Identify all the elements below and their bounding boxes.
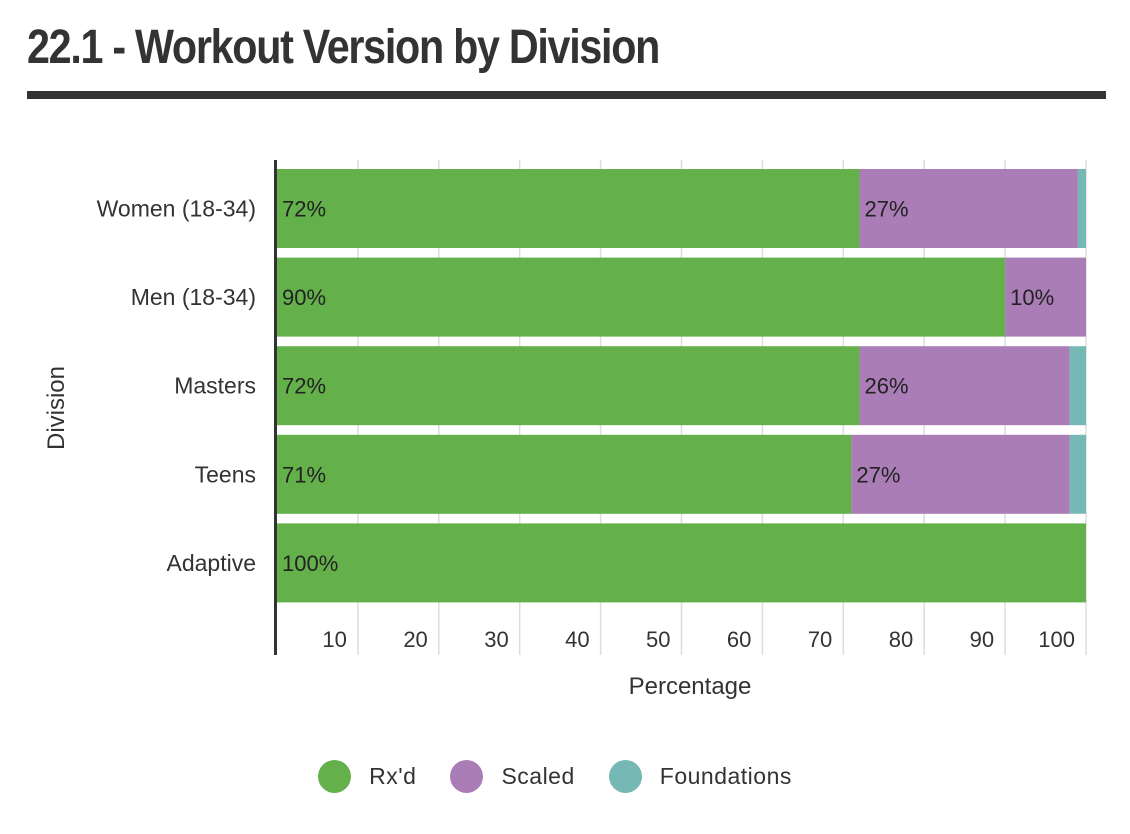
bar-segment — [851, 434, 1070, 514]
x-tick-label: 80 — [889, 627, 913, 652]
bar-segment — [277, 434, 852, 514]
data-label: 72% — [282, 197, 326, 222]
bar-segment — [1005, 257, 1086, 337]
bar-segment — [277, 169, 860, 248]
legend-swatch — [450, 760, 484, 793]
data-label: 10% — [1010, 285, 1054, 310]
y-axis-label: Division — [43, 366, 70, 450]
bar-segment — [277, 257, 1006, 337]
bar-segment — [1077, 169, 1086, 248]
data-label: 90% — [282, 285, 326, 310]
chart-title: 22.1 - Workout Version by Division — [27, 21, 660, 74]
data-label: 26% — [864, 374, 908, 399]
legend-label: Foundations — [659, 763, 792, 789]
x-tick-label: 30 — [484, 627, 508, 652]
legend: Rx'd Scaled Foundations — [0, 760, 1110, 793]
x-tick-label: 100 — [1038, 627, 1075, 652]
axes: 10 20 30 40 50 60 70 80 90 100 Women (18-34) Men (1… — [43, 160, 1075, 700]
bar-segment — [1069, 346, 1086, 426]
legend-swatch — [318, 760, 352, 793]
bar-segment — [277, 346, 860, 426]
y-tick-label: Masters — [174, 373, 256, 399]
x-axis-label: Percentage — [629, 673, 752, 700]
bar-segment — [1069, 434, 1086, 514]
legend-label: Rx'd — [369, 763, 417, 789]
x-tick-label: 50 — [646, 627, 670, 652]
legend-swatch — [608, 760, 642, 793]
title-rule — [27, 91, 1106, 99]
y-tick-label: Women (18-34) — [97, 196, 256, 222]
legend-label: Scaled — [501, 763, 575, 789]
data-label: 27% — [864, 197, 908, 222]
bar-segment — [277, 523, 1086, 603]
x-tick-label: 10 — [322, 627, 346, 652]
legend-item: Rx'd — [318, 760, 416, 793]
legend-item: Foundations — [608, 760, 792, 793]
bars — [277, 169, 1086, 603]
x-tick-label: 40 — [565, 627, 589, 652]
y-tick-label: Teens — [195, 461, 256, 487]
x-tick-label: 60 — [727, 627, 751, 652]
x-tick-label: 90 — [970, 627, 994, 652]
y-tick-label: Adaptive — [166, 550, 256, 576]
data-label: 27% — [856, 462, 900, 487]
legend-item: Scaled — [450, 760, 574, 793]
data-label: 71% — [282, 462, 326, 487]
y-tick-label: Men (18-34) — [131, 284, 256, 310]
data-label: 72% — [282, 374, 326, 399]
x-tick-label: 20 — [403, 627, 427, 652]
data-labels: 72% 27% 90% 10% 72% 26% 71% 27% 100% — [282, 197, 1054, 576]
x-tick-label: 70 — [808, 627, 832, 652]
bar-segment — [859, 169, 1078, 248]
data-label: 100% — [282, 551, 338, 576]
bar-segment — [859, 346, 1070, 426]
